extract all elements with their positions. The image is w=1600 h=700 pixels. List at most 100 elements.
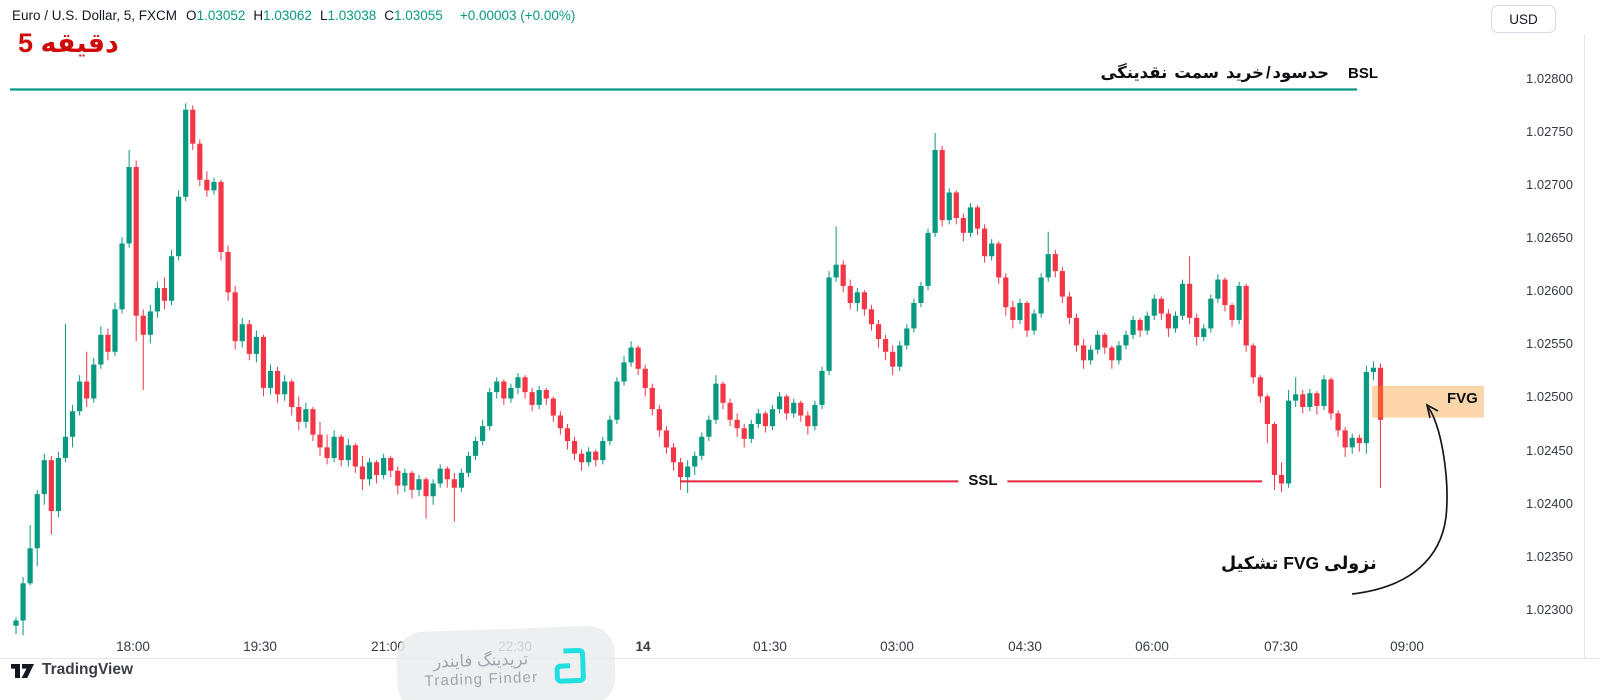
candle-body — [642, 368, 648, 388]
candle-body — [1321, 379, 1327, 406]
price-axis-label: 1.02800 — [1526, 70, 1573, 86]
candle-body — [1144, 315, 1150, 331]
candle-body — [381, 457, 387, 475]
ohlc-item: O1.03052 — [186, 8, 246, 23]
ssl-liquidity-label: SSL — [958, 472, 1008, 489]
candle-body — [1088, 349, 1094, 361]
candle-body — [1286, 400, 1292, 484]
candle-body — [1109, 347, 1115, 361]
bsl-label-word: حدسود — [1272, 64, 1329, 82]
price-axis-label: 1.02700 — [1526, 177, 1573, 192]
candle-body — [395, 470, 401, 486]
candle-body — [981, 228, 988, 257]
candle-body — [147, 311, 153, 335]
candle-body — [388, 457, 394, 471]
currency-button[interactable]: USD — [1491, 5, 1556, 33]
candle-body — [112, 309, 118, 352]
candle-body — [868, 309, 875, 325]
candle-body — [932, 150, 938, 233]
candle-body — [338, 436, 344, 461]
candle-body — [557, 415, 563, 429]
candle-body — [875, 324, 882, 340]
candle-body — [1356, 437, 1362, 444]
candle-body — [1342, 430, 1348, 448]
candle-body — [190, 109, 196, 144]
candle-body — [91, 364, 97, 399]
price-axis-label: 1.02750 — [1526, 123, 1573, 139]
candle-body — [543, 390, 549, 399]
candle-body — [310, 409, 316, 435]
candle-body — [487, 392, 493, 427]
tradingview-logo-icon — [11, 664, 34, 678]
price-axis-label: 1.02550 — [1526, 336, 1573, 352]
candle-body — [861, 292, 867, 310]
time-axis-label: 06:00 — [1135, 639, 1169, 654]
ohlc-item: C1.03055 — [384, 8, 443, 23]
candle-body — [946, 192, 952, 221]
tradingview-attribution[interactable]: TradingView — [10, 660, 133, 680]
candle-body — [897, 345, 903, 367]
candle-body — [847, 285, 853, 303]
symbol-legend[interactable]: Euro / U.S. Dollar, 5, FXCM O1.03052 H1.0… — [12, 8, 575, 23]
candle-body — [423, 479, 429, 497]
time-axis-label: 18:00 — [116, 639, 150, 654]
candle-body — [939, 150, 945, 221]
candle-body — [656, 409, 662, 431]
candle-body — [253, 336, 259, 354]
candle-body — [1236, 285, 1242, 320]
candle-body — [98, 334, 104, 365]
candle-body — [918, 285, 924, 303]
candle-body — [1024, 302, 1030, 331]
candle-body — [741, 428, 747, 439]
candle-body — [1052, 254, 1058, 272]
candle-body — [699, 436, 705, 456]
candle-body — [1158, 298, 1164, 314]
candle-body — [515, 377, 521, 388]
candle-body — [550, 398, 556, 416]
candle-body — [586, 451, 592, 463]
candle-body — [762, 413, 769, 427]
price-axis-label: 1.02650 — [1526, 230, 1573, 246]
candle-body — [458, 472, 465, 488]
candle-body — [352, 445, 358, 467]
ohlc-values: O1.03052 H1.03062 L1.03038 C1.03055 — [186, 8, 451, 23]
candle-body — [1201, 328, 1207, 337]
candle-body — [77, 381, 83, 412]
candle-body — [41, 460, 47, 495]
candle-body — [366, 462, 373, 480]
candle-body — [536, 390, 542, 405]
candle-body — [1130, 319, 1136, 335]
candle-body — [409, 472, 415, 490]
candle-body — [331, 436, 337, 458]
candle-body — [1349, 437, 1355, 448]
candle-body — [1172, 315, 1179, 329]
candle-body — [925, 232, 931, 286]
candle-body — [1278, 474, 1285, 484]
candle-body — [953, 192, 959, 218]
candle-body — [1123, 334, 1129, 346]
candle-body — [734, 419, 740, 429]
candle-body — [1307, 393, 1313, 408]
candle-body — [748, 424, 754, 439]
candle-body — [472, 441, 479, 456]
candle-body — [1370, 367, 1377, 372]
candle-body — [1010, 307, 1016, 320]
candle-body — [776, 396, 783, 410]
candle-body — [1194, 317, 1200, 337]
candle-body — [437, 468, 443, 484]
time-axis-label: 07:30 — [1264, 639, 1298, 654]
candle-body — [819, 370, 825, 405]
candle-body — [1363, 371, 1369, 444]
candle-body — [197, 143, 203, 180]
candle-body — [1080, 345, 1087, 361]
candle-body — [607, 419, 613, 442]
candle-body — [1187, 283, 1193, 318]
candle-body — [579, 453, 585, 463]
candle-body — [890, 351, 896, 367]
candle-body — [402, 472, 408, 486]
candle-body — [274, 370, 281, 395]
candle-body — [133, 167, 139, 316]
price-axis-label: 1.02350 — [1526, 548, 1573, 564]
trading-finder-logo-icon — [554, 647, 586, 684]
